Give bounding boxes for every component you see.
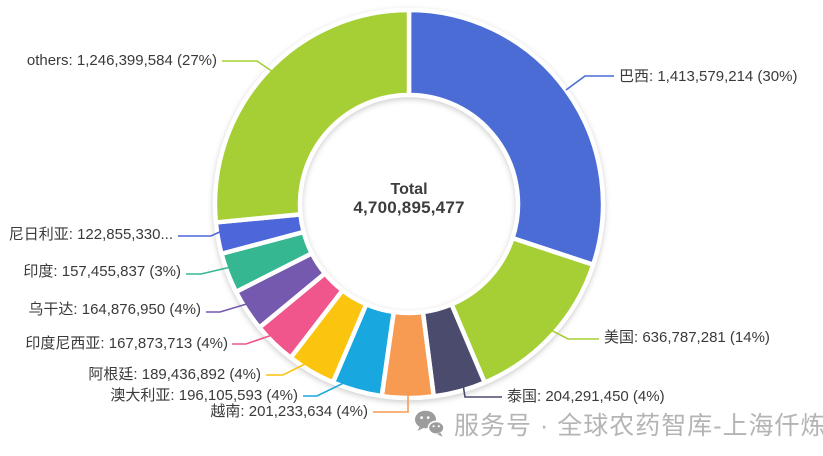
- slice-label-vietnam: 越南: 201,233,634 (4%): [210, 403, 368, 420]
- slice-label-others: others: 1,246,399,584 (27%): [26, 52, 217, 69]
- center-total: Total 4,700,895,477: [353, 181, 464, 217]
- callout-line-india: [186, 266, 232, 275]
- slice-label-usa: 美国: 636,787,281 (14%): [604, 329, 770, 346]
- callout-line-argentina: [266, 358, 316, 376]
- slice-label-nigeria: 尼日利亚: 122,855,330...: [8, 226, 173, 243]
- callout-line-nigeria: [178, 228, 227, 237]
- slice-brazil[interactable]: [406, 7, 606, 268]
- slice-label-uganda: 乌干达: 164,876,950 (4%): [28, 301, 201, 318]
- donut-slices: [212, 7, 606, 401]
- slice-label-argentina: 阿根廷: 189,436,892 (4%): [88, 366, 261, 383]
- watermark-text: 服务号 · 全球农药智库-上海仟炼: [454, 412, 823, 440]
- wechat-icon: [415, 410, 445, 437]
- slice-label-thailand: 泰国: 204,291,450 (4%): [507, 388, 665, 405]
- callout-line-indonesia: [232, 333, 276, 345]
- slice-label-indonesia: 印度尼西亚: 167,873,713 (4%): [25, 335, 228, 352]
- center-total-value: 4,700,895,477: [353, 198, 465, 217]
- callout-line-thailand: [461, 377, 502, 398]
- slice-others[interactable]: [212, 7, 412, 225]
- slice-label-brazil: 巴西: 1,413,579,214 (30%): [619, 68, 798, 85]
- callout-line-vietnam: [373, 388, 409, 413]
- center-total-title: Total: [390, 181, 428, 198]
- watermark: 服务号 · 全球农药智库-上海仟炼: [413, 406, 823, 442]
- callout-line-brazil: [565, 75, 614, 91]
- callout-line-others: [222, 60, 277, 75]
- callout-line-uganda: [206, 302, 251, 313]
- callout-line-australia: [303, 376, 357, 397]
- callout-line-usa: [546, 327, 599, 340]
- slice-label-australia: 澳大利亚: 196,105,593 (4%): [110, 387, 298, 404]
- slice-label-india: 印度: 157,455,837 (3%): [23, 263, 181, 280]
